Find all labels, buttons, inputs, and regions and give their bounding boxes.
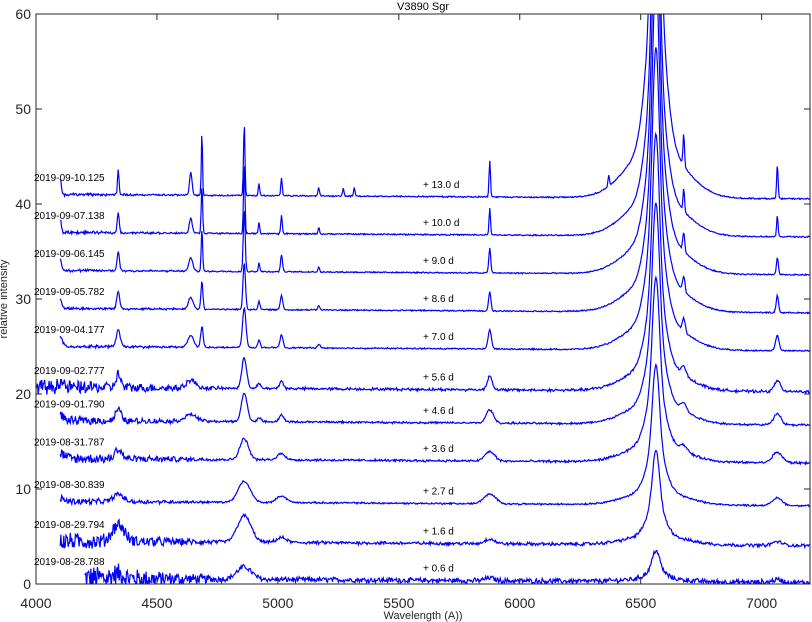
axes: 4000 4500 5000 5500 6000 6500 7000 0 10 20 30 40 50 6… <box>15 6 810 611</box>
spectrum-line <box>59 47 810 353</box>
spectrum-line <box>59 14 810 315</box>
y-tick-label: 60 <box>15 6 31 22</box>
y-tick-label: 30 <box>15 291 31 307</box>
spectrum-labels: 2019-08-28.788 + 0.6 d 2019-08-29.794 + 1.6… <box>34 173 459 574</box>
spectrum-line <box>59 202 810 428</box>
spectrum-phase-label: + 10.0 d <box>423 218 459 229</box>
spectrum-phase-label: + 5.6 d <box>423 373 454 384</box>
x-tick-label: 5000 <box>262 595 293 611</box>
spectrum-date-label: 2019-09-01.790 <box>34 399 105 410</box>
spectrum-date-label: 2019-09-06.145 <box>34 249 105 260</box>
spectrum-phase-label: + 2.7 d <box>423 487 454 498</box>
spectrum-phase-label: + 9.0 d <box>423 256 454 267</box>
spectrum-date-label: 2019-09-10.125 <box>34 173 105 184</box>
x-tick-label: 6500 <box>625 595 656 611</box>
spectrum-date-label: 2019-09-05.782 <box>34 287 105 298</box>
spectrum-date-label: 2019-08-30.839 <box>34 480 105 491</box>
spectrum-line <box>59 449 810 550</box>
spectrum-phase-label: + 3.6 d <box>423 444 454 455</box>
spectrum-date-label: 2019-08-29.794 <box>34 520 105 531</box>
spectrum-date-label: 2019-08-28.788 <box>34 557 105 568</box>
y-tick-label: 50 <box>15 101 31 117</box>
x-tick-label: 5500 <box>383 595 414 611</box>
x-tick-label: 6000 <box>504 595 535 611</box>
spectrum-line <box>59 14 810 239</box>
spectrum-line <box>59 362 810 508</box>
spectrum-phase-label: + 1.6 d <box>423 527 454 538</box>
x-tick-label: 4500 <box>141 595 172 611</box>
spectrum-line <box>59 14 810 277</box>
spectrum-phase-label: + 7.0 d <box>423 332 454 343</box>
spectrum-phase-label: + 0.6 d <box>423 564 454 575</box>
x-tick-label: 7000 <box>746 595 777 611</box>
spectrum-line <box>59 14 810 201</box>
spectrum-date-label: 2019-09-04.177 <box>34 325 105 336</box>
spectrum-line <box>59 275 810 466</box>
chart-title: V3890 Sgr <box>397 1 449 13</box>
y-tick-label: 20 <box>15 386 31 402</box>
spectrum-phase-label: + 13.0 d <box>423 180 459 191</box>
y-tick-label: 40 <box>15 196 31 212</box>
spectrum-date-label: 2019-08-31.787 <box>34 437 105 448</box>
x-axis-title: Wavelength (A)) <box>383 610 462 622</box>
spectrum-line <box>84 549 810 584</box>
spectrum-phase-label: + 4.6 d <box>423 406 454 417</box>
y-axis-title: relative intensity <box>0 259 10 338</box>
spectrum-date-label: 2019-09-02.777 <box>34 366 105 377</box>
x-tick-label: 4000 <box>20 595 51 611</box>
spectrum-date-label: 2019-09-07.138 <box>34 211 105 222</box>
spectrum-phase-label: + 8.6 d <box>423 294 454 305</box>
spectrum-line <box>36 131 810 395</box>
y-tick-label: 0 <box>23 576 31 592</box>
spectra-lines <box>36 14 810 584</box>
y-tick-label: 10 <box>15 481 31 497</box>
